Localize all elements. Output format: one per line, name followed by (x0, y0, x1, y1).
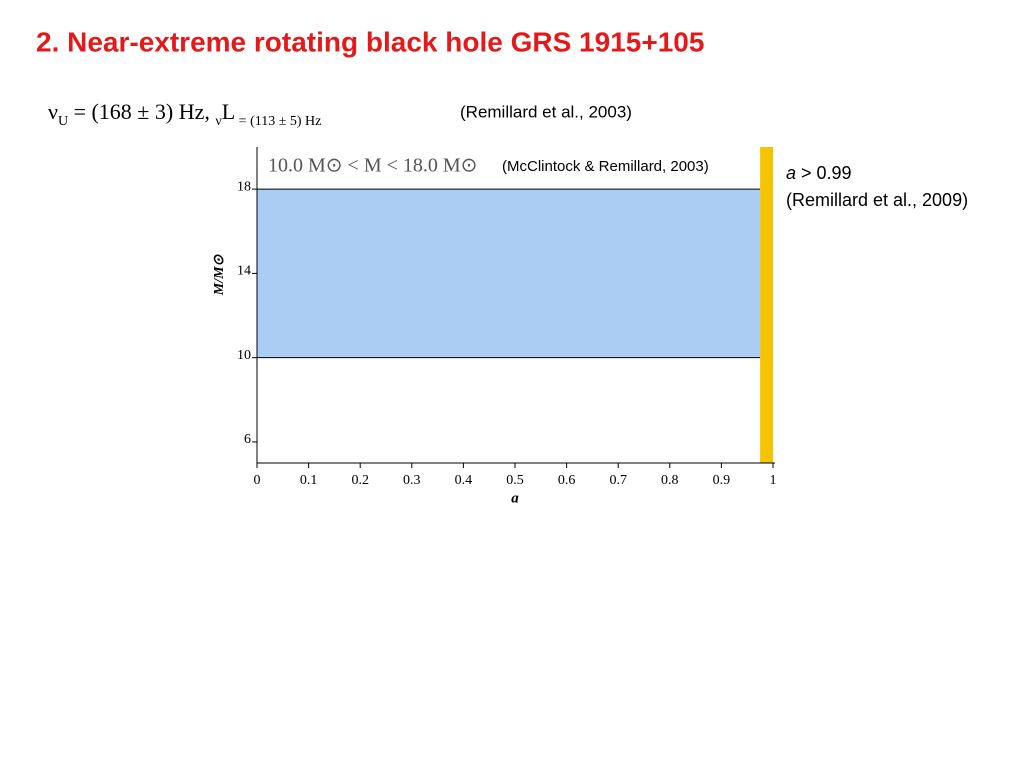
formula-part: = (168 ± 3) Hz, (68, 99, 215, 124)
formula-reference: (Remillard et al., 2003) (460, 102, 632, 121)
formula-subscript: U (58, 114, 68, 129)
x-axis-label: a (511, 490, 519, 506)
x-tick-label: 0.9 (713, 473, 731, 488)
x-tick-label: 0.5 (506, 473, 524, 488)
x-tick-label: 0.1 (300, 473, 318, 488)
y-tick-label: 10 (237, 348, 251, 363)
spin-annotation: a > 0.99 (786, 163, 852, 183)
slide-title: 2. Near-extreme rotating black hole GRS … (36, 26, 704, 57)
x-tick-label: 1 (770, 473, 777, 488)
formula-part: L (222, 99, 235, 124)
x-tick-label: 0.8 (661, 473, 679, 488)
x-tick-label: 0.4 (455, 473, 473, 488)
spin-bound: > 0.99 (796, 163, 852, 183)
region (257, 189, 761, 358)
mass-reference: (McClintock & Remillard, 2003) (502, 158, 709, 175)
y-tick-label: 18 (237, 179, 251, 194)
spin-reference: (Remillard et al., 2009) (786, 190, 968, 210)
x-tick-label: 0 (254, 473, 261, 488)
y-tick-label: 14 (237, 264, 251, 279)
x-tick-label: 0.7 (609, 473, 627, 488)
region (760, 147, 773, 463)
x-tick-label: 0.2 (351, 473, 369, 488)
formula-subscript: ν (215, 114, 221, 129)
formula-subscript: = (113 ± 5) Hz (235, 114, 321, 129)
formula-part: ν (48, 99, 58, 124)
formula: νU = (168 ± 3) Hz, νL = (113 ± 5) Hz (48, 99, 321, 129)
x-tick-label: 0.3 (403, 473, 421, 488)
y-axis-label: M/M⊙ (212, 253, 227, 296)
mass-range: 10.0 M⊙ < M < 18.0 M⊙ (268, 155, 477, 177)
x-tick-label: 0.6 (558, 473, 576, 488)
y-tick-label: 6 (244, 432, 251, 447)
spin-symbol: a (786, 163, 796, 183)
